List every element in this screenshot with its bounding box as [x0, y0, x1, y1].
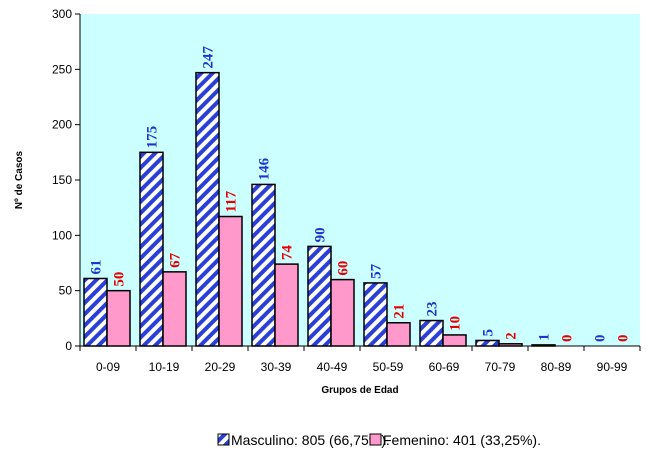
data-label-masculino: 1 — [537, 333, 553, 341]
bar-femenino — [106, 289, 131, 347]
data-label-masculino: 61 — [89, 259, 105, 274]
data-label-masculino: 247 — [201, 46, 217, 69]
data-label-femenino: 2 — [504, 332, 520, 340]
data-label-masculino: 146 — [257, 157, 273, 180]
data-label-masculino: 57 — [369, 263, 385, 279]
data-label-femenino: 60 — [336, 261, 352, 276]
bar-masculino — [307, 245, 332, 347]
data-label-masculino: 175 — [145, 126, 161, 149]
bar-femenino — [218, 215, 243, 347]
bar-femenino — [442, 334, 467, 347]
bar-masculino — [419, 319, 444, 347]
data-label-femenino: 0 — [616, 335, 632, 343]
data-label-femenino: 67 — [168, 252, 184, 268]
data-label-femenino: 74 — [280, 245, 296, 261]
legend-swatch-femenino — [369, 433, 382, 446]
bar-masculino — [195, 71, 220, 347]
bar-masculino — [251, 183, 276, 347]
legend: Masculino: 805 (66,75%). Femenino: 401 (… — [217, 432, 541, 448]
y-tick-label: 100 — [52, 228, 72, 242]
x-tick-label: 90-99 — [597, 360, 628, 374]
data-label-femenino: 117 — [224, 190, 240, 212]
data-label-masculino: 0 — [593, 335, 609, 343]
y-axis-title: Nº de Casos — [14, 151, 25, 210]
bar-masculino — [475, 339, 500, 347]
legend-item-femenino: Femenino: 401 (33,25%). — [369, 432, 541, 448]
data-label-femenino: 50 — [112, 272, 128, 287]
legend-swatch-masculino — [217, 433, 230, 446]
bar-femenino — [274, 263, 299, 347]
y-tick-label: 0 — [65, 339, 72, 353]
data-label-femenino: 0 — [560, 335, 576, 343]
y-tick-label: 50 — [59, 284, 73, 298]
y-tick-label: 300 — [52, 7, 72, 21]
bar-femenino — [162, 271, 187, 347]
x-tick-label: 30-39 — [261, 360, 292, 374]
legend-label-masculino: Masculino: 805 (66,75%). — [231, 432, 390, 448]
x-tick-label: 10-19 — [149, 360, 180, 374]
bar-masculino — [139, 151, 164, 347]
data-label-masculino: 23 — [425, 302, 441, 317]
x-tick-label: 80-89 — [541, 360, 572, 374]
legend-label-femenino: Femenino: 401 (33,25%). — [383, 432, 541, 448]
y-tick-label: 250 — [52, 62, 72, 76]
bar-femenino — [386, 322, 411, 347]
x-tick-label: 40-49 — [317, 360, 348, 374]
y-tick-label: 200 — [52, 118, 72, 132]
data-label-masculino: 5 — [481, 329, 497, 337]
x-tick-label: 20-29 — [205, 360, 236, 374]
bar-femenino — [330, 278, 355, 347]
x-tick-label: 50-59 — [373, 360, 404, 374]
data-label-femenino: 10 — [448, 316, 464, 331]
bar-masculino — [363, 282, 388, 347]
data-label-masculino: 90 — [313, 227, 329, 242]
x-tick-label: 0-09 — [96, 360, 120, 374]
legend-item-masculino: Masculino: 805 (66,75%). — [217, 432, 390, 448]
x-tick-label: 60-69 — [429, 360, 460, 374]
y-tick-label: 150 — [52, 173, 72, 187]
data-label-femenino: 21 — [392, 304, 408, 319]
bar-masculino — [83, 277, 108, 347]
x-axis-title: Grupos de Edad — [321, 385, 398, 396]
x-tick-label: 70-79 — [485, 360, 516, 374]
